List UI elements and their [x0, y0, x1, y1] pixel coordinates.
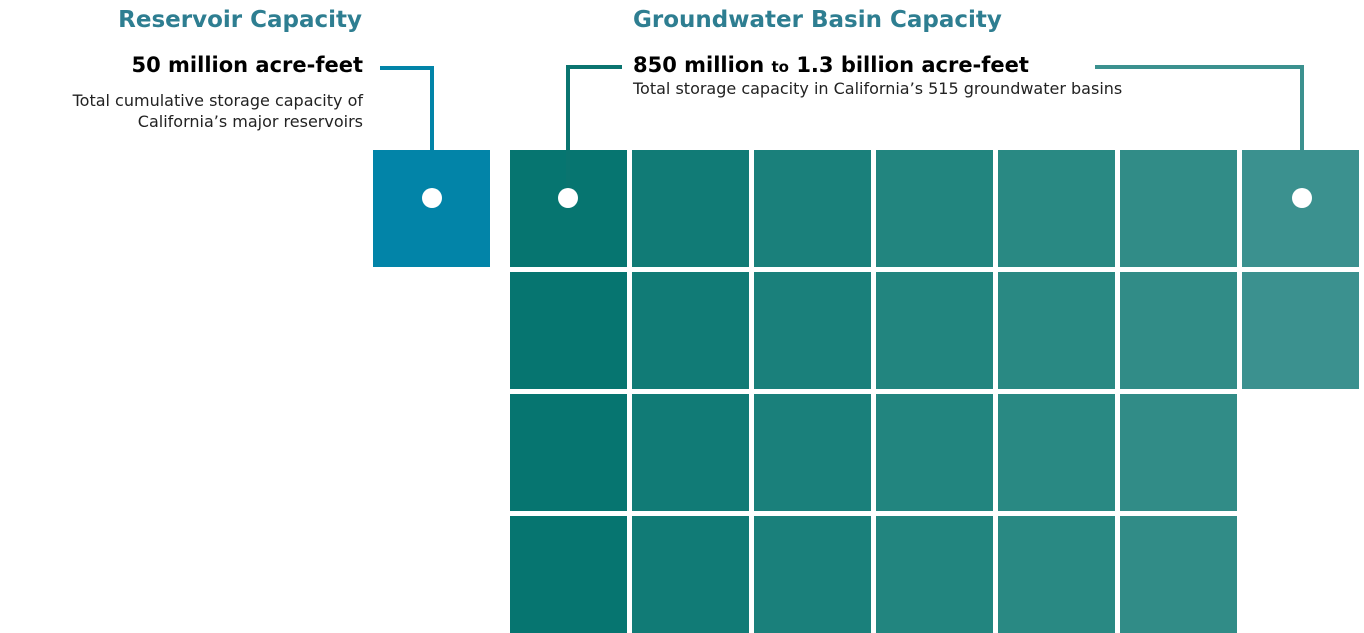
groundwater-amount: 850 million to 1.3 billion acre-feet [633, 52, 1029, 80]
groundwater-description: Total storage capacity in California’s 5… [633, 79, 1123, 98]
groundwater-square [1120, 394, 1237, 511]
groundwater-square [876, 394, 993, 511]
groundwater-square [754, 272, 871, 389]
groundwater-square [632, 150, 749, 267]
groundwater-square [1242, 150, 1359, 267]
groundwater-title: Groundwater Basin Capacity [633, 7, 1002, 33]
groundwater-square [1120, 516, 1237, 633]
groundwater-amount-low: 850 million [633, 53, 765, 77]
reservoir-description-line2: California’s major reservoirs [137, 112, 363, 131]
reservoir-description-line1: Total cumulative storage capacity of [72, 91, 363, 110]
groundwater-square [1120, 272, 1237, 389]
groundwater-square [510, 150, 627, 267]
groundwater-square [754, 150, 871, 267]
groundwater-square [876, 516, 993, 633]
groundwater-square [510, 516, 627, 633]
groundwater-square [998, 150, 1115, 267]
groundwater-square [1242, 272, 1359, 389]
groundwater-square [632, 394, 749, 511]
reservoir-amount: 50 million acre-feet [131, 53, 364, 77]
groundwater-square [998, 516, 1115, 633]
groundwater-square [876, 272, 993, 389]
reservoir-title: Reservoir Capacity [118, 7, 362, 33]
groundwater-square [510, 272, 627, 389]
reservoir-description: Total cumulative storage capacity of Cal… [73, 90, 363, 132]
groundwater-square [632, 516, 749, 633]
groundwater-square [876, 150, 993, 267]
reservoir-square [373, 150, 490, 267]
groundwater-amount-to: to [771, 58, 789, 76]
groundwater-square [998, 272, 1115, 389]
groundwater-amount-high: 1.3 billion acre-feet [796, 53, 1029, 77]
groundwater-square [632, 272, 749, 389]
groundwater-square [754, 394, 871, 511]
groundwater-square [1120, 150, 1237, 267]
groundwater-square [998, 394, 1115, 511]
groundwater-square [510, 394, 627, 511]
groundwater-square [754, 516, 871, 633]
